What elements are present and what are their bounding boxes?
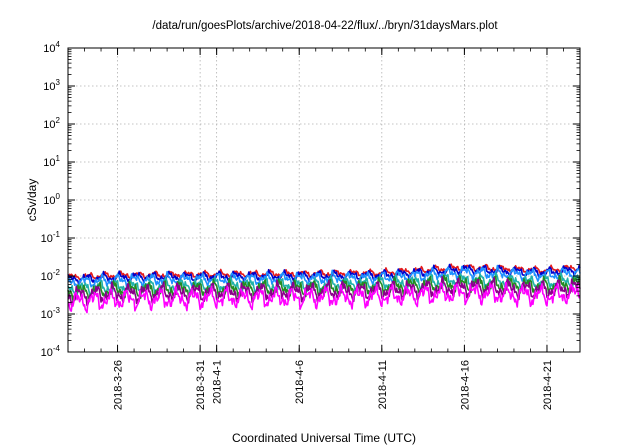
y-tick-label: 103 [43, 78, 60, 93]
y-tick-label: 102 [43, 116, 60, 131]
y-tick-label: 10-1 [41, 230, 61, 245]
x-axis-label: Coordinated Universal Time (UTC) [232, 431, 416, 445]
y-tick-label: 10-3 [41, 306, 61, 321]
series-line-2 [67, 263, 581, 286]
x-tick-label: 2018-4-1 [212, 360, 224, 404]
chart-title: /data/run/goesPlots/archive/2018-04-22/f… [152, 20, 498, 32]
y-axis-label: cSv/day [25, 179, 39, 222]
y-tick-label: 100 [43, 192, 60, 207]
x-tick-label: 2018-3-26 [113, 360, 125, 410]
x-tick-label: 2018-4-11 [377, 360, 389, 409]
y-tick-label: 10-2 [41, 268, 61, 283]
x-tick-label: 2018-4-21 [542, 360, 554, 410]
series-line-7 [67, 281, 581, 314]
y-tick-label: 10-4 [41, 344, 61, 359]
y-tick-label: 101 [43, 154, 60, 169]
series-layer [67, 263, 581, 314]
y-tick-label: 104 [43, 40, 60, 55]
x-tick-label: 2018-4-6 [294, 360, 306, 404]
x-tick-label: 2018-4-16 [459, 360, 471, 410]
series-line-3 [67, 264, 581, 289]
x-tick-label: 2018-3-31 [195, 360, 207, 410]
axes: 10-4 10-3 10-2 10-1 100 101 102 103 104 2018-3-26… [41, 40, 581, 410]
